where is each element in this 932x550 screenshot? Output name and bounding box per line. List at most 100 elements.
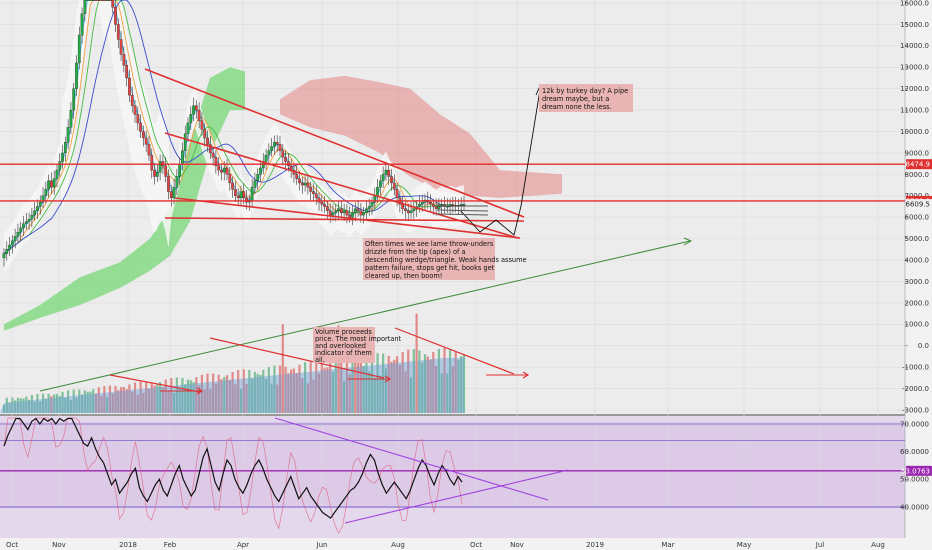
candle-body xyxy=(256,174,260,181)
volume-bar xyxy=(97,387,100,413)
candle-body xyxy=(147,144,151,156)
time-axis-labels: Oct Nov 2018 Feb Apr Jun Aug Oct Nov 2019 Mar May Ju… xyxy=(6,541,885,549)
volume-bar xyxy=(298,364,301,413)
candle-body xyxy=(312,191,315,194)
note-turkey-day-bg xyxy=(539,84,633,112)
rsi-indicator xyxy=(0,417,905,534)
candle-body xyxy=(16,232,20,237)
note-throw-unders[interactable]: Often times we see lame throw-unders driz… xyxy=(363,238,527,280)
volume-bar xyxy=(234,384,237,413)
wedge-lower-line xyxy=(174,197,521,239)
rsi-band xyxy=(0,422,905,508)
candle-body xyxy=(445,206,449,208)
candle-body xyxy=(390,176,393,184)
time-axis[interactable] xyxy=(0,538,932,550)
time-label: Aug xyxy=(871,541,885,549)
candle-body xyxy=(220,169,223,173)
candle-body xyxy=(130,94,134,106)
volume-bar xyxy=(189,380,192,413)
volume-bar xyxy=(345,357,349,413)
volume-bar xyxy=(351,358,354,413)
volume-bar xyxy=(259,374,262,413)
price-tick-label: 4000.0 xyxy=(905,256,930,264)
volume-bar xyxy=(303,362,307,413)
volume-bar xyxy=(22,398,25,413)
volume-bar xyxy=(33,401,36,413)
candle-body xyxy=(192,105,195,115)
candle-body xyxy=(38,202,42,207)
volume-bar xyxy=(384,368,388,413)
volume-bar xyxy=(114,385,117,413)
note-turkey-day[interactable]: 12k by turkey day? A pipe dream maybe, bu… xyxy=(539,84,633,112)
candle-body xyxy=(27,219,31,222)
volume-bar xyxy=(14,400,17,413)
volume-bar xyxy=(443,348,446,413)
volume-bar xyxy=(454,351,457,413)
volume-bar xyxy=(412,349,415,413)
time-label: Nov xyxy=(510,541,524,549)
candle-body xyxy=(108,0,112,1)
volume-bar xyxy=(39,401,42,413)
volume-bar xyxy=(253,371,257,413)
candle-body xyxy=(339,208,343,214)
moving-average-line xyxy=(3,0,465,254)
candle-body xyxy=(178,163,181,177)
price-tick-label: 16000.0 xyxy=(900,0,929,7)
candle-body xyxy=(334,210,338,214)
volume-bar xyxy=(245,383,248,413)
volume-bar xyxy=(61,391,64,413)
candle-body xyxy=(351,212,354,218)
horizontal-levels xyxy=(0,163,905,202)
moving-average-line xyxy=(3,0,465,254)
candle-body xyxy=(24,221,28,224)
note-turkey-day-text: 12k by turkey day? A pipe dream maybe, bu… xyxy=(542,87,628,111)
volume-trendline xyxy=(394,327,515,375)
price-tick-label: 6000.0 xyxy=(905,214,930,222)
candle-body xyxy=(69,109,73,128)
candle-body xyxy=(228,174,232,184)
candle-body xyxy=(100,0,103,1)
price-tick-label: 10000.0 xyxy=(900,128,929,136)
volume-bar xyxy=(379,375,382,413)
consolidation-line xyxy=(436,213,489,216)
candle-body xyxy=(331,212,335,216)
candle-body xyxy=(418,204,421,207)
note-volume[interactable]: Volume proceeds price. The most important… xyxy=(313,327,402,364)
rsi-tick-label: 40.0000 xyxy=(900,503,929,511)
volume-bar xyxy=(75,397,78,413)
volume-bar xyxy=(159,382,162,413)
stoch-line xyxy=(3,417,463,534)
volume-bar xyxy=(186,379,190,413)
candle-body xyxy=(381,174,385,181)
volume-bar xyxy=(67,390,70,413)
volume-bar xyxy=(267,367,270,413)
volume-bar xyxy=(131,391,134,413)
volume-bar xyxy=(47,393,50,413)
candle-body xyxy=(61,152,64,162)
volume-bar xyxy=(55,393,59,413)
candle-body xyxy=(462,204,466,206)
volume-bar xyxy=(16,397,20,413)
candle-body xyxy=(33,210,37,216)
price-axis-labels: 16000.0 15000.0 14000.0 13000.0 12000.0 11000… xyxy=(900,0,929,511)
volume-bar xyxy=(418,350,421,413)
bollinger-band xyxy=(4,0,464,275)
candle-body xyxy=(91,0,95,1)
candle-body xyxy=(136,114,140,124)
band-fill xyxy=(4,0,464,275)
candle-body xyxy=(225,167,229,175)
volume-bar xyxy=(315,361,318,413)
volume-bar xyxy=(312,379,315,413)
candle-body xyxy=(404,208,407,211)
candle-body xyxy=(211,152,215,158)
volume-bar xyxy=(86,391,89,413)
price-tick-label: 9000.0 xyxy=(905,149,930,157)
price-axis[interactable] xyxy=(905,0,932,538)
time-label: Aug xyxy=(391,541,405,549)
volume-bar xyxy=(2,404,6,413)
candle-body xyxy=(395,189,399,199)
candle-body xyxy=(328,210,332,216)
candle-body xyxy=(125,64,129,79)
volume-bar xyxy=(393,359,396,413)
